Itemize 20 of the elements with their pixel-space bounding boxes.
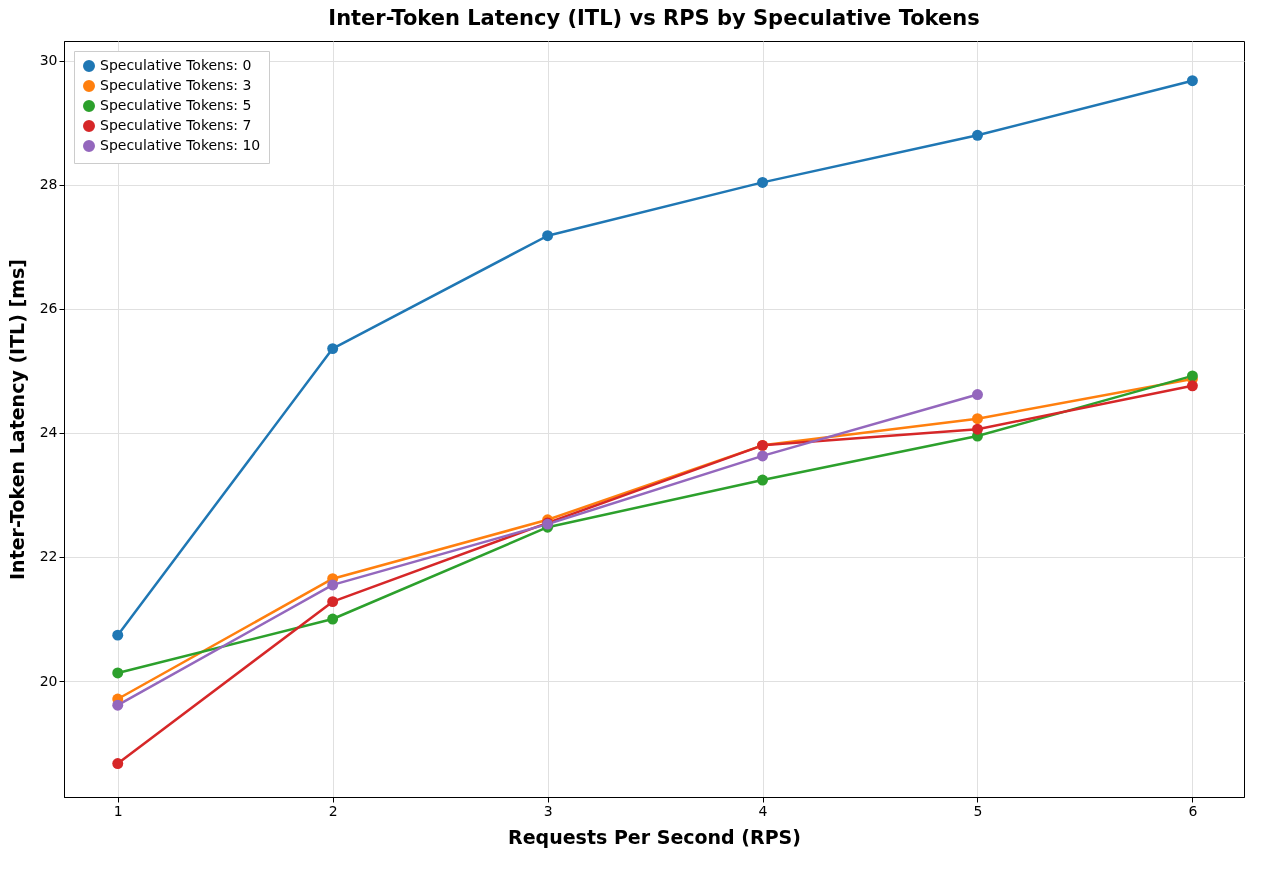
y-tick-label: 26 — [39, 300, 58, 317]
chart-title: Inter-Token Latency (ITL) vs RPS by Speculative Tokens — [328, 6, 980, 30]
y-tick-label: 20 — [39, 672, 58, 689]
y-axis-title: Inter-Token Latency (ITL) [ms] — [5, 259, 28, 580]
x-axis-title: Requests Per Second (RPS) — [508, 825, 801, 848]
y-tick-label: 28 — [39, 176, 58, 193]
x-tick-label: 5 — [973, 802, 983, 819]
x-tick-label: 1 — [113, 802, 123, 819]
y-tick-label: 24 — [39, 424, 58, 441]
legend-label: Speculative Tokens: 5 — [100, 97, 252, 113]
legend-label: Speculative Tokens: 10 — [100, 137, 261, 153]
x-tick-label: 6 — [1188, 802, 1198, 819]
legend-label: Speculative Tokens: 3 — [100, 77, 252, 93]
x-tick-label: 2 — [328, 802, 338, 819]
x-tick-label: 3 — [543, 802, 553, 819]
y-tick-label: 22 — [39, 548, 58, 565]
y-tick-label: 30 — [39, 52, 58, 69]
legend-label: Speculative Tokens: 0 — [100, 57, 252, 73]
x-tick-label: 4 — [758, 802, 768, 819]
legend-label: Speculative Tokens: 7 — [100, 117, 252, 133]
